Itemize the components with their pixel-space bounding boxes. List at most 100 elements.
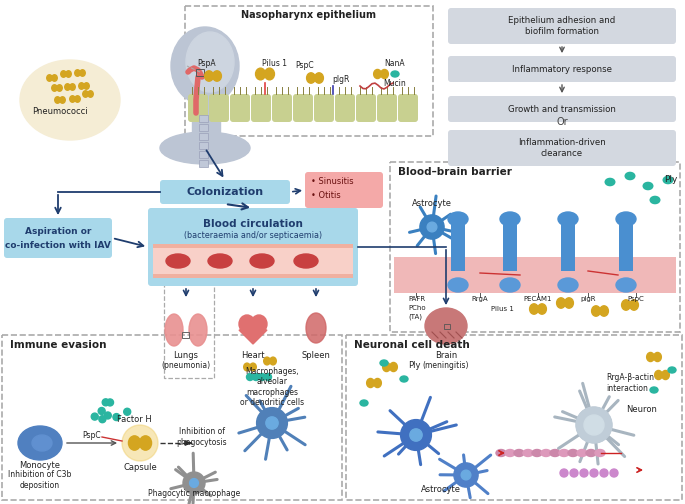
Ellipse shape bbox=[18, 426, 62, 460]
Ellipse shape bbox=[373, 379, 382, 388]
Ellipse shape bbox=[52, 85, 58, 91]
FancyBboxPatch shape bbox=[448, 130, 676, 166]
Ellipse shape bbox=[65, 84, 71, 90]
Text: NanA: NanA bbox=[385, 59, 406, 69]
Text: Or: Or bbox=[556, 117, 568, 127]
Bar bbox=[199, 115, 208, 122]
Text: RrgA-β-actin
interaction: RrgA-β-actin interaction bbox=[606, 373, 654, 393]
Text: (meningitis): (meningitis) bbox=[423, 361, 469, 370]
Circle shape bbox=[257, 408, 288, 438]
Circle shape bbox=[183, 472, 205, 494]
FancyBboxPatch shape bbox=[148, 208, 358, 286]
Text: PspC: PspC bbox=[627, 296, 645, 302]
Circle shape bbox=[98, 408, 105, 414]
Text: PAFR: PAFR bbox=[408, 296, 425, 302]
Ellipse shape bbox=[32, 435, 52, 451]
Circle shape bbox=[91, 413, 98, 420]
Ellipse shape bbox=[448, 212, 468, 226]
Text: plgR: plgR bbox=[332, 76, 349, 85]
Ellipse shape bbox=[165, 314, 183, 346]
Circle shape bbox=[454, 463, 478, 487]
Ellipse shape bbox=[500, 212, 520, 226]
Ellipse shape bbox=[251, 315, 267, 333]
Ellipse shape bbox=[391, 71, 399, 77]
Ellipse shape bbox=[621, 300, 630, 310]
Ellipse shape bbox=[538, 304, 547, 314]
Ellipse shape bbox=[425, 308, 467, 344]
Ellipse shape bbox=[171, 27, 239, 105]
Text: (TA): (TA) bbox=[408, 314, 422, 320]
Ellipse shape bbox=[373, 70, 382, 79]
Text: Phagocytic macrophage: Phagocytic macrophage bbox=[148, 488, 240, 497]
Bar bbox=[2, 335, 342, 500]
Text: Neuron: Neuron bbox=[626, 406, 657, 414]
Bar bbox=[196, 69, 204, 76]
Text: Growth and transmission: Growth and transmission bbox=[508, 104, 616, 113]
Text: Neuronal cell death: Neuronal cell death bbox=[354, 340, 470, 350]
Ellipse shape bbox=[505, 450, 515, 457]
Circle shape bbox=[104, 412, 111, 419]
FancyBboxPatch shape bbox=[398, 94, 418, 122]
Ellipse shape bbox=[557, 298, 565, 308]
Ellipse shape bbox=[541, 450, 551, 457]
Text: RrgA: RrgA bbox=[472, 296, 488, 302]
Ellipse shape bbox=[650, 387, 658, 393]
Text: Pneumococci: Pneumococci bbox=[32, 107, 88, 116]
Text: plgR: plgR bbox=[580, 296, 596, 302]
Text: co-infection with IAV: co-infection with IAV bbox=[5, 240, 111, 249]
Ellipse shape bbox=[606, 178, 615, 185]
Ellipse shape bbox=[655, 370, 662, 380]
Ellipse shape bbox=[250, 254, 274, 268]
Circle shape bbox=[410, 429, 422, 441]
Circle shape bbox=[266, 417, 278, 429]
Circle shape bbox=[99, 416, 106, 423]
Bar bbox=[192, 100, 220, 145]
Ellipse shape bbox=[160, 132, 250, 164]
Circle shape bbox=[264, 373, 271, 381]
Ellipse shape bbox=[381, 70, 388, 79]
Ellipse shape bbox=[88, 91, 93, 97]
Circle shape bbox=[587, 418, 601, 432]
Ellipse shape bbox=[314, 73, 323, 83]
Text: Macrophages,
alveolar
macrophages
or dendritic cells: Macrophages, alveolar macrophages or den… bbox=[240, 367, 304, 407]
Text: PCho: PCho bbox=[408, 305, 425, 311]
Ellipse shape bbox=[61, 71, 66, 77]
Bar bbox=[153, 274, 353, 278]
Ellipse shape bbox=[205, 71, 214, 81]
Ellipse shape bbox=[75, 70, 80, 76]
Ellipse shape bbox=[70, 84, 75, 90]
Ellipse shape bbox=[496, 450, 506, 457]
Text: Inflammation-driven
clearance: Inflammation-driven clearance bbox=[518, 138, 606, 158]
Text: Nasopharynx epithelium: Nasopharynx epithelium bbox=[242, 10, 377, 20]
Circle shape bbox=[600, 469, 608, 477]
Text: Epithelium adhesion and
biofilm formation: Epithelium adhesion and biofilm formatio… bbox=[508, 16, 616, 36]
Ellipse shape bbox=[577, 450, 587, 457]
Text: PspC: PspC bbox=[296, 61, 314, 71]
FancyBboxPatch shape bbox=[251, 94, 271, 122]
Bar bbox=[199, 160, 208, 167]
Ellipse shape bbox=[306, 313, 326, 343]
Ellipse shape bbox=[70, 96, 75, 102]
Ellipse shape bbox=[186, 32, 234, 92]
Ellipse shape bbox=[366, 379, 374, 388]
Text: Mucin: Mucin bbox=[384, 80, 406, 89]
Ellipse shape bbox=[37, 437, 51, 449]
Circle shape bbox=[258, 373, 266, 381]
Ellipse shape bbox=[79, 83, 84, 89]
Ellipse shape bbox=[448, 278, 468, 292]
FancyBboxPatch shape bbox=[153, 244, 353, 278]
Ellipse shape bbox=[84, 83, 89, 89]
Ellipse shape bbox=[662, 370, 669, 380]
Ellipse shape bbox=[129, 436, 140, 450]
Circle shape bbox=[401, 420, 432, 451]
Ellipse shape bbox=[647, 352, 654, 361]
Circle shape bbox=[124, 408, 131, 415]
Ellipse shape bbox=[79, 70, 85, 76]
Circle shape bbox=[584, 415, 604, 435]
FancyBboxPatch shape bbox=[314, 94, 334, 122]
Text: Inhibition of C3b
deposition: Inhibition of C3b deposition bbox=[8, 470, 72, 490]
Ellipse shape bbox=[390, 362, 397, 371]
Ellipse shape bbox=[264, 68, 275, 80]
Bar bbox=[164, 284, 214, 378]
FancyBboxPatch shape bbox=[377, 94, 397, 122]
